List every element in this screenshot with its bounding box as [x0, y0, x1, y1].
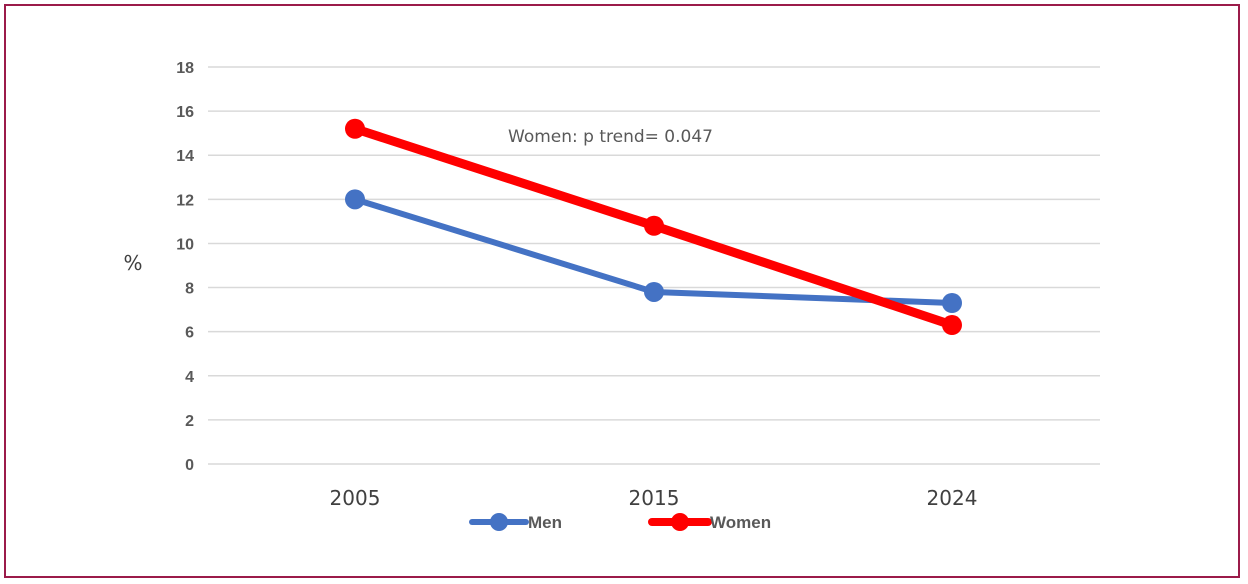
legend: Men Women — [469, 513, 771, 532]
y-axis-ticks: 0 2 4 6 8 10 12 14 16 18 — [176, 60, 194, 474]
y-tick-label: 8 — [185, 281, 194, 298]
series-layer — [345, 118, 962, 336]
y-tick-label: 0 — [185, 457, 194, 474]
data-point-women — [942, 315, 962, 336]
data-point-men — [644, 281, 664, 302]
legend-marker — [671, 513, 689, 531]
y-tick-label: 6 — [185, 325, 194, 342]
trend-annotation: Women: p trend= 0.047 — [508, 127, 713, 147]
chart-frame — [4, 4, 1240, 578]
x-tick-label: 2015 — [629, 486, 680, 510]
y-axis-label: % — [123, 251, 142, 275]
legend-item-women: Women — [648, 513, 771, 532]
data-point-men — [345, 189, 365, 210]
y-tick-label: 16 — [176, 104, 194, 121]
y-tick-label: 12 — [176, 192, 194, 209]
data-point-men — [942, 292, 962, 313]
y-tick-label: 10 — [176, 236, 194, 253]
legend-label: Men — [528, 513, 562, 532]
legend-item-men: Men — [469, 513, 562, 532]
x-tick-label: 2005 — [330, 486, 381, 510]
x-tick-label: 2024 — [927, 486, 978, 510]
data-point-women — [644, 215, 664, 236]
y-tick-label: 18 — [176, 60, 194, 77]
x-axis-ticks: 2005 2015 2024 — [330, 486, 978, 510]
data-point-women — [345, 118, 365, 139]
legend-label: Women — [710, 513, 771, 532]
y-tick-label: 4 — [185, 369, 194, 386]
y-tick-label: 14 — [176, 148, 194, 165]
legend-marker — [490, 513, 508, 531]
gridlines — [208, 66, 1100, 465]
y-tick-label: 2 — [185, 413, 194, 430]
